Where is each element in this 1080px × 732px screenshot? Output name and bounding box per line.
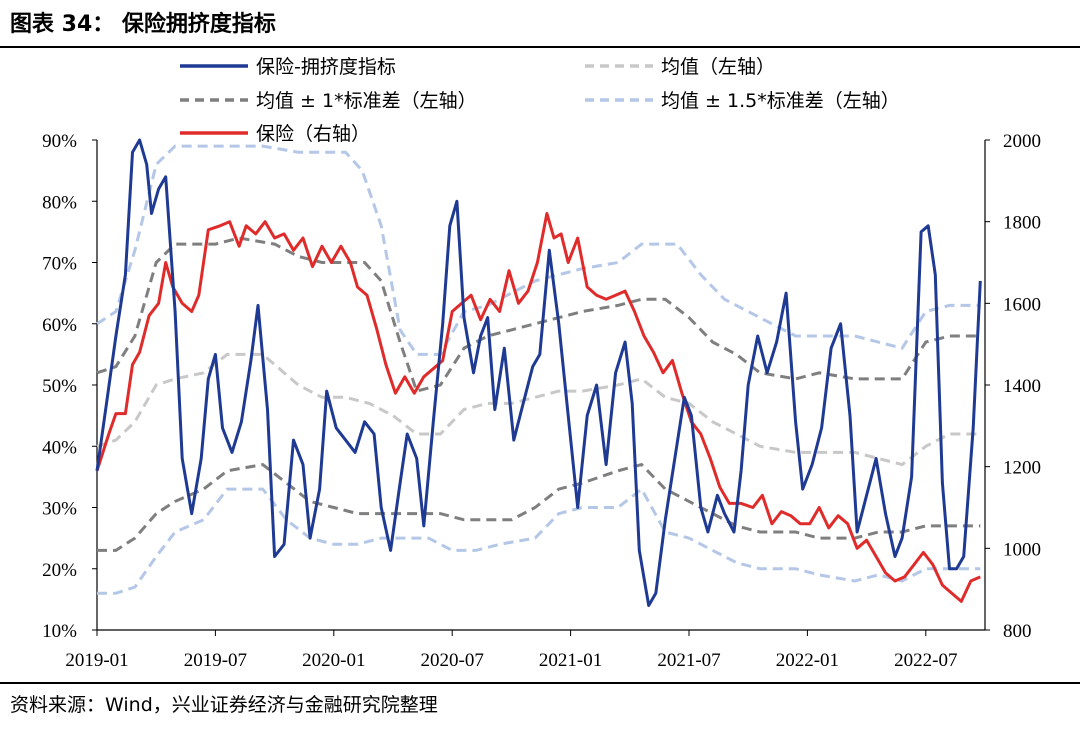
x-tick-label: 2019-01 bbox=[65, 650, 128, 671]
right-tick-label: 1400 bbox=[1003, 376, 1041, 397]
source-note: 资料来源：Wind，兴业证券经济与金融研究院整理 bbox=[10, 694, 438, 716]
left-tick-label: 30% bbox=[42, 499, 77, 520]
left-tick-label: 10% bbox=[42, 621, 77, 642]
right-tick-label: 1600 bbox=[1003, 294, 1041, 315]
crowding-line bbox=[95, 138, 982, 607]
legend-price-label: 保险（右轴） bbox=[256, 123, 370, 145]
left-tick-label: 90% bbox=[42, 131, 77, 152]
x-tick-label: 2020-07 bbox=[421, 650, 484, 671]
x-tick-label: 2020-01 bbox=[302, 650, 365, 671]
chart-title: 图表 34： 保险拥挤度指标 bbox=[10, 12, 276, 37]
x-tick-label: 2021-01 bbox=[539, 650, 602, 671]
x-tick-label: 2022-07 bbox=[894, 650, 957, 671]
left-tick-label: 20% bbox=[42, 560, 77, 581]
left-tick-label: 80% bbox=[42, 192, 77, 213]
sd1-lower-line bbox=[97, 462, 981, 552]
legend-mean-label: 均值（左轴） bbox=[661, 56, 775, 78]
right-tick-label: 1000 bbox=[1003, 539, 1041, 560]
left-tick-label: 50% bbox=[42, 376, 77, 397]
series-lines bbox=[95, 138, 982, 607]
left-tick-label: 40% bbox=[42, 437, 77, 458]
x-tick-label: 2019-07 bbox=[184, 650, 247, 671]
x-tick-label: 2022-01 bbox=[776, 650, 839, 671]
left-tick-label: 70% bbox=[42, 254, 77, 275]
right-tick-label: 2000 bbox=[1003, 131, 1041, 152]
sd1-upper-line bbox=[96, 236, 981, 393]
legend-crowding-label: 保险-拥挤度指标 bbox=[256, 56, 396, 78]
top-rule bbox=[0, 46, 1080, 48]
axes: 10% 20% 30% 40% 50% 60% 70% 80% 90% 800 1000 1200 14… bbox=[42, 131, 1041, 671]
right-tick-label: 1200 bbox=[1003, 458, 1041, 479]
right-tick-label: 800 bbox=[1003, 621, 1032, 642]
right-tick-label: 1800 bbox=[1003, 213, 1041, 234]
legend-sd1-label: 均值 ± 1*标准差（左轴） bbox=[256, 90, 477, 112]
bottom-rule bbox=[0, 682, 1080, 684]
x-tick-label: 2021-07 bbox=[657, 650, 720, 671]
legend-sd15-label: 均值 ± 1.5*标准差（左轴） bbox=[661, 90, 900, 112]
sd15-lower-line bbox=[97, 486, 981, 595]
left-tick-label: 60% bbox=[42, 315, 77, 336]
price-line bbox=[95, 212, 981, 603]
legend: 保险-拥挤度指标 均值（左轴） 均值 ± 1*标准差（左轴） 均值 ± 1.5*标准差… bbox=[180, 56, 900, 145]
